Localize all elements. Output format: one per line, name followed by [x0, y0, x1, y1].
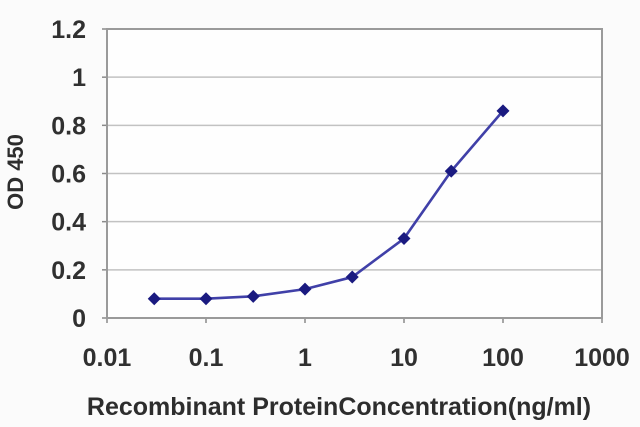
y-tick-label: 1.2	[51, 16, 86, 44]
x-axis-title: Recombinant ProteinConcentration(ng/ml)	[86, 393, 592, 421]
data-point-marker	[147, 292, 161, 306]
y-tick-label: 0.8	[51, 112, 86, 140]
x-tick-label: 1	[298, 344, 312, 372]
x-tick-label: 0.01	[83, 344, 132, 372]
y-tick-label: 1	[72, 64, 86, 92]
data-point-marker	[397, 232, 411, 246]
data-point-marker	[298, 282, 312, 296]
plot-border	[106, 28, 603, 319]
x-tick-label: 1000	[574, 344, 630, 372]
x-tick-label: 10	[390, 344, 418, 372]
data-point-marker	[199, 292, 213, 306]
data-point-marker	[444, 164, 458, 178]
data-point-marker	[345, 270, 359, 284]
data-point-marker	[246, 289, 260, 303]
data-point-marker	[496, 104, 510, 118]
x-tick-label: 0.1	[189, 344, 224, 372]
y-tick-label: 0.6	[51, 161, 86, 189]
y-axis-title: OD 450	[3, 134, 28, 210]
x-tick-label: 100	[482, 344, 524, 372]
y-tick-label: 0.4	[51, 209, 86, 237]
data-line	[154, 110, 504, 301]
y-tick-label: 0	[72, 305, 86, 333]
y-tick-label: 0.2	[51, 257, 86, 285]
